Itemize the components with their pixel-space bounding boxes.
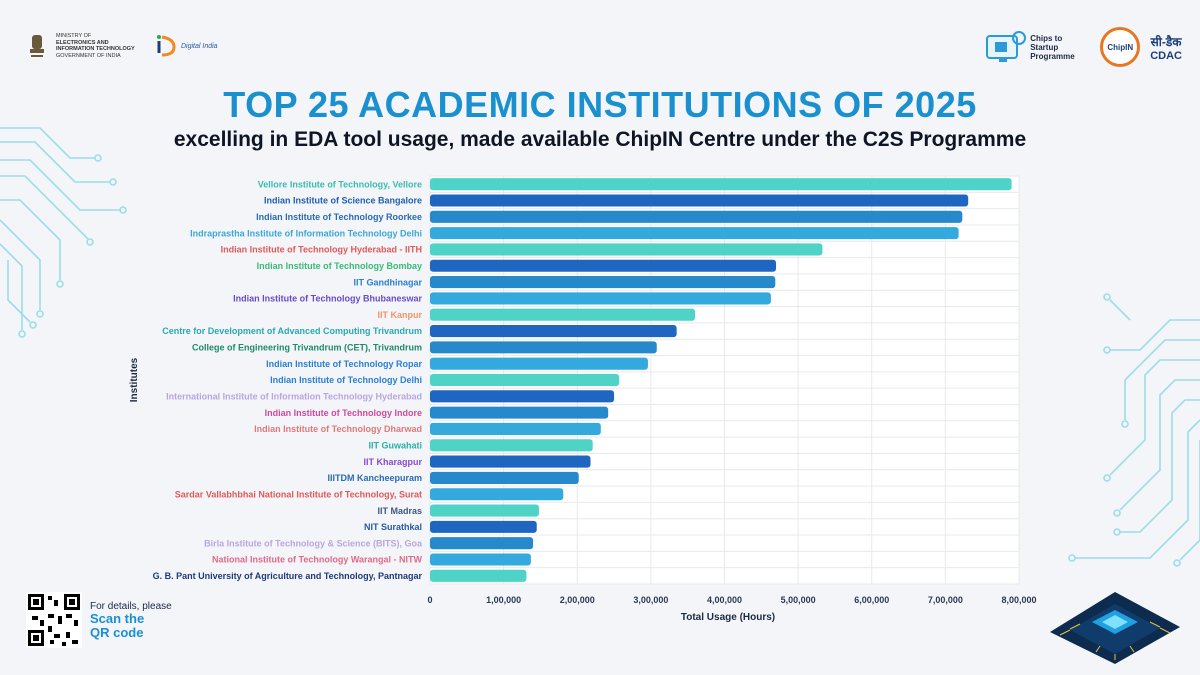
category-label: Indraprastha Institute of Information Te…: [190, 228, 422, 238]
bar: [430, 325, 677, 338]
bar: [430, 276, 776, 289]
category-label: IIT Madras: [377, 506, 422, 516]
cdac-hindi: सी-डैक: [1150, 34, 1182, 49]
ministry-label: MINISTRY OF ELECTRONICS AND INFORMATION …: [56, 33, 135, 59]
bar: [430, 194, 969, 207]
digital-india-icon: [157, 35, 176, 57]
qr-line1: For details, please: [90, 600, 172, 612]
bar: [430, 471, 579, 484]
category-label: Indian Institute of Technology Indore: [265, 408, 422, 418]
x-tick-label: 7,00,000: [928, 595, 963, 605]
bar: [430, 406, 609, 419]
category-label: IIT Gandhinagar: [353, 277, 422, 287]
y-axis-label: Institutes: [129, 357, 140, 402]
bar: [430, 537, 534, 550]
category-label: International Institute of Information T…: [166, 392, 422, 402]
x-tick-label: 6,00,000: [854, 595, 889, 605]
bar: [430, 455, 591, 468]
category-label: Indian Institute of Technology Dharwad: [254, 424, 422, 434]
bar: [430, 504, 539, 517]
category-label: Indian Institute of Science Bangalore: [264, 196, 422, 206]
category-label: NIT Surathkal: [364, 522, 422, 532]
category-label: Sardar Vallabhbhai National Institute of…: [175, 489, 422, 499]
qr-line3: QR code: [90, 624, 144, 640]
category-label: Indian Institute of Technology Bombay: [257, 261, 422, 271]
category-label: IIITDM Kancheepuram: [327, 473, 422, 483]
bar: [430, 308, 696, 321]
bar: [430, 243, 823, 256]
cdac-logo: सी-डैक CDAC: [1150, 33, 1182, 62]
category-label: Indian Institute of Technology Delhi: [270, 375, 422, 385]
chipin-logo: ChipIN: [1100, 27, 1141, 67]
header-logos-left: MINISTRY OF ELECTRONICS AND INFORMATION …: [28, 26, 218, 66]
category-label: Indian Institute of Technology Roorkee: [256, 212, 422, 222]
bar: [430, 569, 527, 582]
header-logos-right: Chips to Startup Programme ChipIN सी-डैक…: [985, 22, 1182, 72]
x-axis-label: Total Usage (Hours): [681, 612, 775, 623]
c2s-line2: Programme: [1030, 51, 1075, 61]
category-label: National Institute of Technology Waranga…: [212, 555, 423, 565]
bar: [430, 227, 959, 240]
bar: [430, 357, 648, 370]
bar: [430, 488, 564, 501]
bar: [430, 422, 601, 435]
category-label: Indian Institute of Technology Bhubanesw…: [233, 294, 422, 304]
category-label: IIT Kharagpur: [363, 457, 422, 467]
x-tick-label: 5,00,000: [781, 595, 816, 605]
category-label: College of Engineering Trivandrum (CET),…: [192, 343, 422, 353]
qr-line2: Scan the: [90, 610, 145, 626]
category-label: Indian Institute of Technology Hyderabad…: [221, 245, 422, 255]
cdac-english: CDAC: [1150, 49, 1182, 62]
qr-section: For details, please Scan the QR code: [26, 592, 172, 648]
x-tick-label: 0: [427, 595, 432, 605]
chip-monitor-icon: [986, 31, 1027, 62]
bar: [430, 259, 777, 272]
bar: [430, 373, 620, 387]
category-label: G. B. Pant University of Agriculture and…: [153, 571, 423, 581]
c2s-line1: Chips to Startup: [1030, 33, 1063, 52]
microchip-illustration: [1050, 592, 1180, 664]
c2s-logo: Chips to Startup Programme: [985, 30, 1090, 64]
x-tick-label: 3,00,000: [633, 595, 668, 605]
x-tick-label: 8,00,000: [1001, 595, 1036, 605]
bar: [430, 210, 963, 223]
page-subtitle: excelling in EDA tool usage, made availa…: [173, 128, 1027, 151]
category-label: Indian Institute of Technology Ropar: [266, 359, 422, 369]
bar: [430, 292, 771, 305]
bar: [430, 390, 615, 403]
category-label: Vellore Institute of Technology, Vellore: [258, 179, 422, 189]
page-title: TOP 25 ACADEMIC INSTITUTIONS OF 2025: [223, 84, 977, 125]
national-emblem-icon: [30, 35, 44, 57]
category-label: Birla Institute of Technology & Science …: [204, 538, 423, 548]
x-tick-label: 1,00,000: [486, 595, 521, 605]
bar: [430, 553, 531, 566]
x-tick-label: 2,00,000: [560, 595, 595, 605]
bar: [430, 178, 1012, 191]
bar: [430, 341, 657, 354]
bar: [430, 520, 537, 533]
category-label: IIT Kanpur: [378, 310, 423, 320]
bar: [430, 439, 593, 452]
category-label: Centre for Development of Advanced Compu…: [162, 326, 422, 336]
qr-code-icon[interactable]: [26, 592, 82, 648]
x-tick-label: 4,00,000: [707, 595, 742, 605]
digital-india-logo: Digital India: [156, 33, 218, 59]
category-label: IIT Guwahati: [368, 440, 422, 450]
